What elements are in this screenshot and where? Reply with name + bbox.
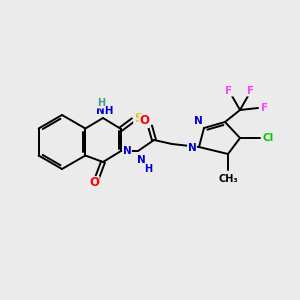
Text: H: H bbox=[97, 98, 105, 108]
Text: N: N bbox=[123, 146, 131, 156]
Text: N: N bbox=[188, 143, 196, 153]
Text: N: N bbox=[136, 155, 146, 165]
Text: S: S bbox=[134, 112, 142, 124]
Text: Cl: Cl bbox=[262, 133, 274, 143]
Text: N: N bbox=[194, 116, 202, 126]
Text: H: H bbox=[144, 164, 152, 174]
Text: CH₃: CH₃ bbox=[218, 174, 238, 184]
Text: NH: NH bbox=[96, 106, 114, 116]
Text: F: F bbox=[248, 86, 255, 96]
Text: F: F bbox=[225, 86, 233, 96]
Text: O: O bbox=[139, 115, 149, 128]
Text: F: F bbox=[261, 103, 268, 113]
Text: O: O bbox=[89, 176, 99, 190]
